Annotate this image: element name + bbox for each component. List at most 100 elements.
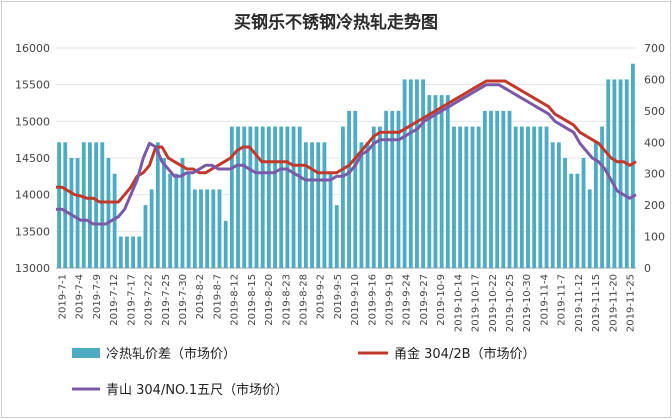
right-tick-label: 600 [644, 73, 665, 86]
bar [248, 126, 253, 268]
line-qingshan [56, 83, 637, 226]
bar [390, 110, 395, 268]
x-tick-label: 2019-7-1 [58, 274, 69, 319]
bar [223, 220, 228, 268]
bar [94, 142, 99, 268]
bar [162, 158, 166, 268]
x-tick-label: 2019-7-9 [92, 274, 103, 319]
bar [593, 142, 598, 268]
bar [433, 95, 438, 269]
bar [57, 142, 61, 268]
bar [310, 142, 314, 268]
bar [81, 142, 86, 268]
bar [612, 79, 617, 268]
left-tick-label: 15500 [15, 79, 50, 92]
bar [100, 142, 105, 268]
right-axis-ticks: 0 100 200 300 400 500 600 700 [644, 42, 665, 275]
bar [155, 142, 160, 268]
right-tick-label: 700 [644, 42, 665, 55]
x-tick-label: 2019-8-23 [281, 274, 292, 326]
bar [285, 126, 290, 268]
x-tick-label: 2019-11-7 [557, 274, 568, 326]
legend-swatch-spread [72, 348, 100, 358]
x-tick-label: 2019-9-10 [350, 274, 361, 326]
x-tick-label: 2019-10-9 [436, 274, 447, 326]
bar [519, 126, 524, 268]
bar [75, 158, 80, 268]
bar [174, 173, 179, 268]
bar [291, 126, 296, 268]
right-tick-label: 500 [644, 105, 665, 118]
x-tick-label: 2019-9-5 [333, 274, 344, 319]
bar [501, 110, 506, 268]
left-tick-label: 13000 [15, 262, 50, 275]
bar [266, 126, 271, 268]
bar [260, 126, 265, 268]
x-axis-ticks: 2019-7-1 2019-7-4 2019-7-9 2019-7-12 2019-7-… [58, 274, 637, 332]
x-tick-label: 2019-7-22 [144, 274, 155, 326]
legend-label-spread: 冷热轧价差（市场价） [106, 346, 236, 362]
bar [347, 110, 351, 268]
bar [427, 95, 432, 269]
right-tick-label: 400 [644, 136, 665, 149]
bar [297, 126, 302, 268]
line-series [56, 79, 637, 226]
bar [63, 142, 68, 268]
bar [489, 110, 493, 268]
x-tick-label: 2019-10-17 [471, 274, 482, 332]
bar [199, 189, 203, 268]
x-tick-label: 2019-8-7 [212, 274, 223, 319]
bar [192, 189, 197, 268]
bar [532, 126, 537, 268]
x-tick-label: 2019-11-4 [539, 274, 550, 326]
bar [316, 142, 321, 268]
bar [402, 79, 407, 268]
bar [334, 205, 339, 268]
bar [125, 236, 129, 268]
bar [180, 158, 185, 268]
bar [328, 173, 333, 268]
x-tick-label: 2019-11-15 [591, 274, 602, 332]
x-tick-label: 2019-7-12 [109, 274, 120, 326]
x-tick-label: 2019-10-22 [488, 274, 499, 332]
right-tick-label: 0 [644, 262, 651, 275]
x-tick-label: 2019-11-25 [626, 274, 637, 332]
bar [273, 126, 277, 268]
x-tick-label: 2019-7-30 [178, 274, 189, 326]
bar [631, 63, 635, 268]
bar [88, 142, 92, 268]
legend-label-qingshan: 青山 304/NO.1五尺（市场价） [106, 382, 288, 398]
left-tick-label: 14000 [15, 189, 50, 202]
bar [550, 142, 555, 268]
x-tick-label: 2019-8-28 [298, 274, 309, 326]
bar [217, 189, 222, 268]
x-tick-label: 2019-7-17 [126, 274, 137, 326]
x-tick-label: 2019-10-25 [505, 274, 516, 332]
bar [482, 110, 487, 268]
x-tick-label: 2019-7-25 [161, 274, 172, 326]
legend-label-yongjin: 甬金 304/2B（市场价） [394, 346, 536, 362]
bar [563, 158, 567, 268]
bar [470, 126, 475, 268]
bar [556, 142, 561, 268]
x-tick-label: 2019-8-2 [195, 274, 206, 319]
bar [378, 126, 382, 268]
bar [618, 79, 623, 268]
bar [507, 110, 512, 268]
x-tick-label: 2019-9-24 [402, 274, 413, 326]
bar [587, 189, 592, 268]
left-tick-label: 13500 [15, 225, 50, 238]
bar [186, 173, 191, 268]
left-tick-label: 15000 [15, 115, 50, 128]
bar [421, 79, 426, 268]
bar [458, 126, 463, 268]
x-tick-label: 2019-8-15 [247, 274, 258, 326]
bar [106, 158, 111, 268]
bar [149, 189, 154, 268]
x-tick-label: 2019-9-2 [316, 274, 327, 319]
x-tick-label: 2019-8-20 [264, 274, 275, 326]
bar [575, 173, 580, 268]
right-tick-label: 100 [644, 231, 665, 244]
x-tick-label: 2019-10-14 [453, 274, 464, 332]
